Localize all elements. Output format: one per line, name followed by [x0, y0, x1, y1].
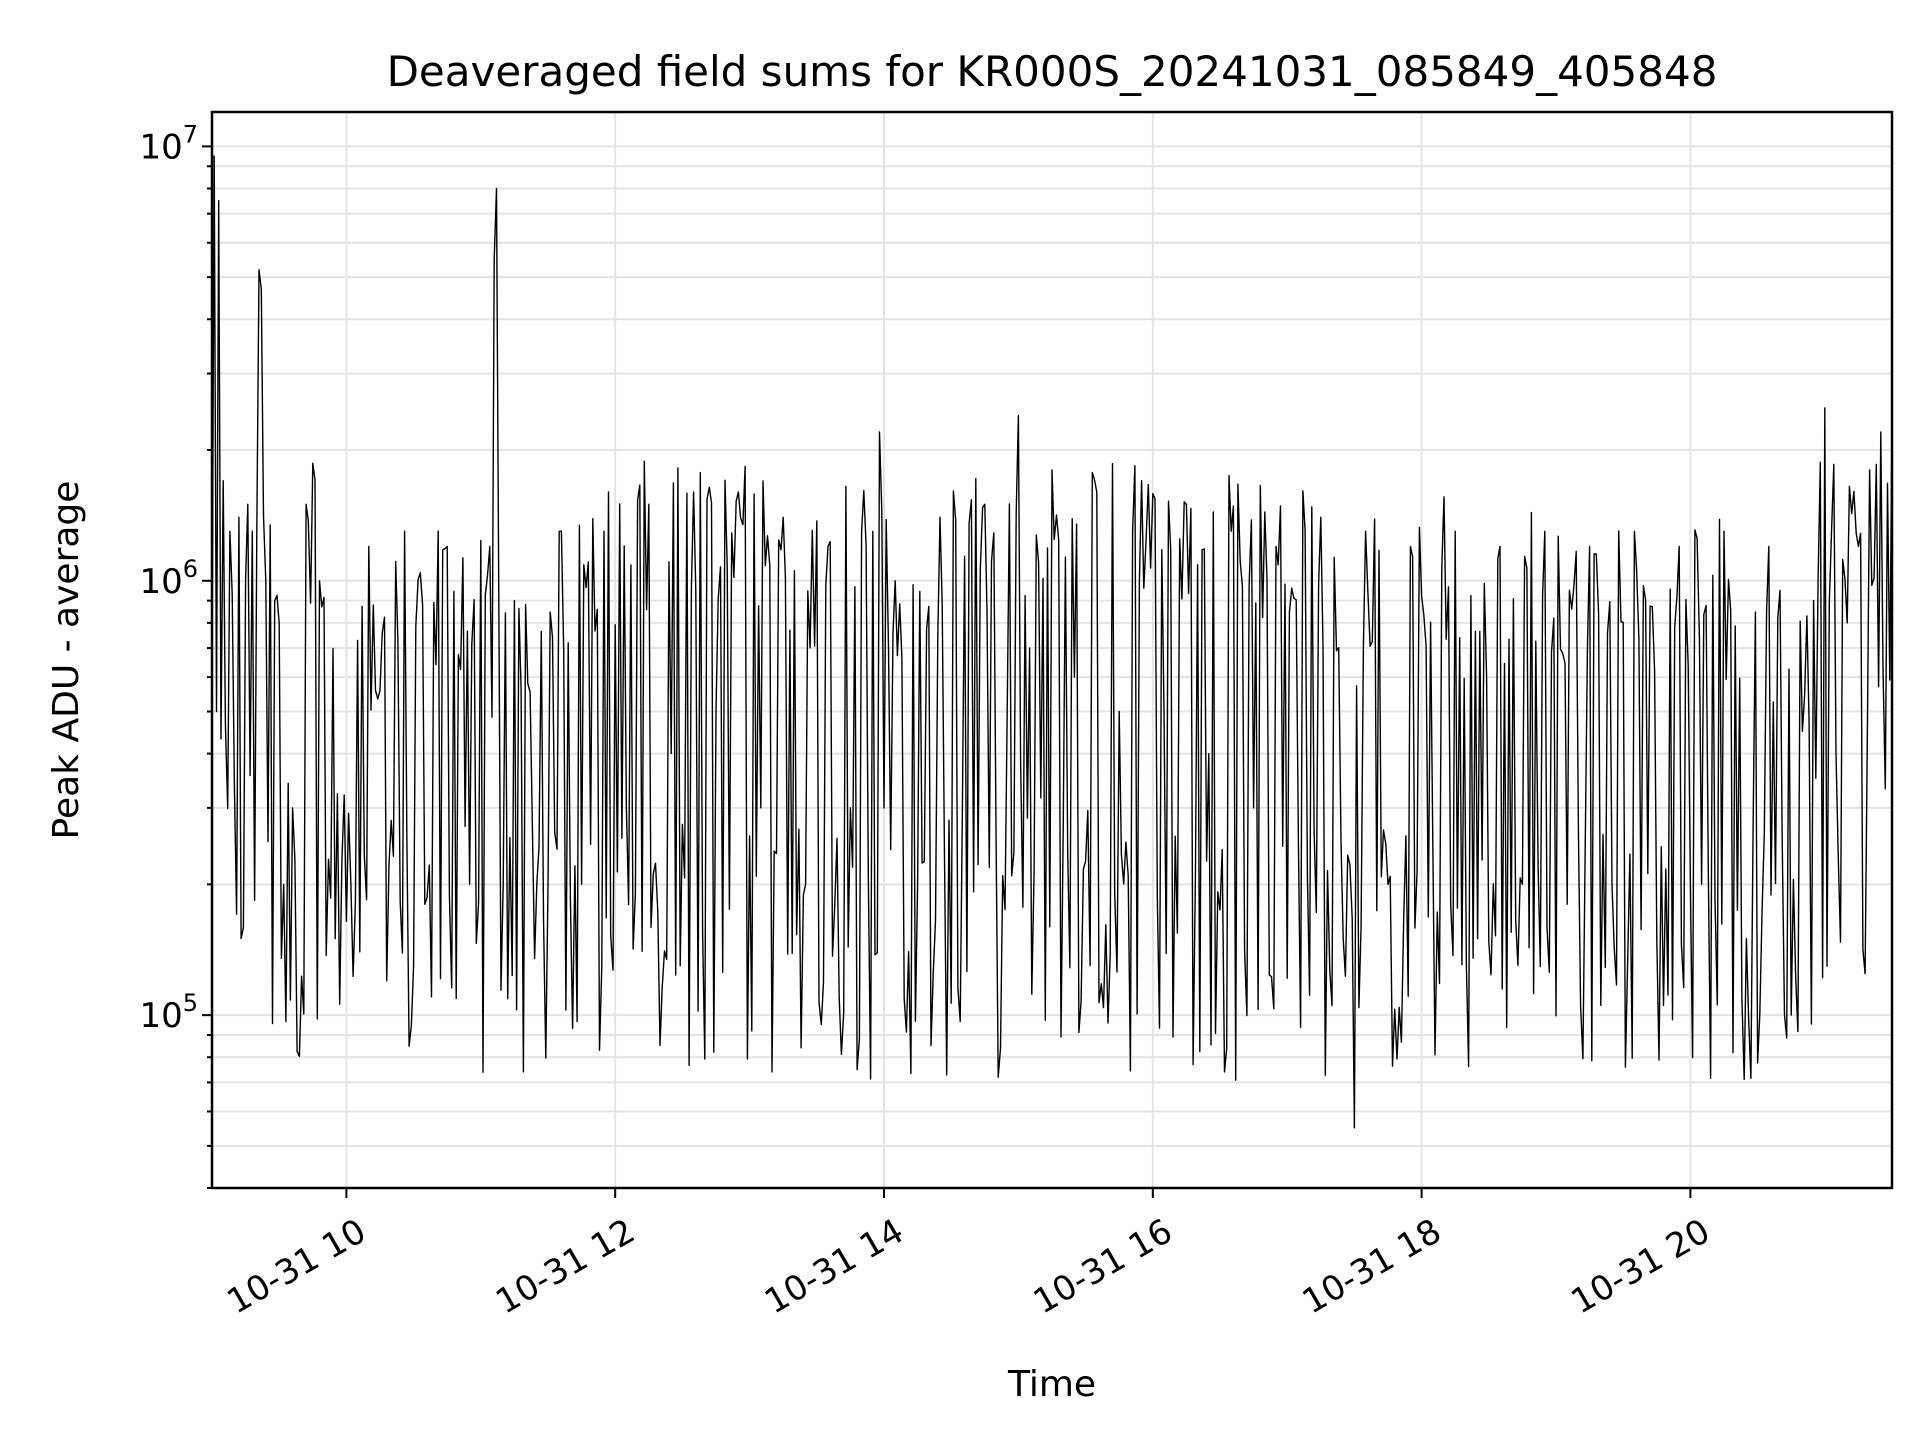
series-line: [211, 155, 1893, 1129]
x-tick-label: 10-31 20: [1565, 1211, 1717, 1322]
x-tick-label: 10-31 12: [489, 1211, 641, 1322]
x-axis-title: Time: [1007, 1364, 1096, 1405]
y-tick-label: 106: [139, 555, 198, 602]
x-tick-label: 10-31 16: [1027, 1211, 1179, 1322]
x-tick-label: 10-31 18: [1296, 1211, 1448, 1322]
chart-title: Deaveraged field sums for KR000S_2024103…: [387, 47, 1718, 96]
series-layer: [211, 155, 1893, 1129]
x-tick-label: 10-31 10: [221, 1211, 373, 1322]
y-tick-label: 105: [139, 989, 198, 1036]
plot-frame: [210, 110, 1894, 1190]
y-axis-title: Peak ADU - average: [46, 481, 87, 840]
x-tick-label: 10-31 14: [758, 1211, 910, 1322]
y-tick-label: 107: [139, 120, 198, 167]
